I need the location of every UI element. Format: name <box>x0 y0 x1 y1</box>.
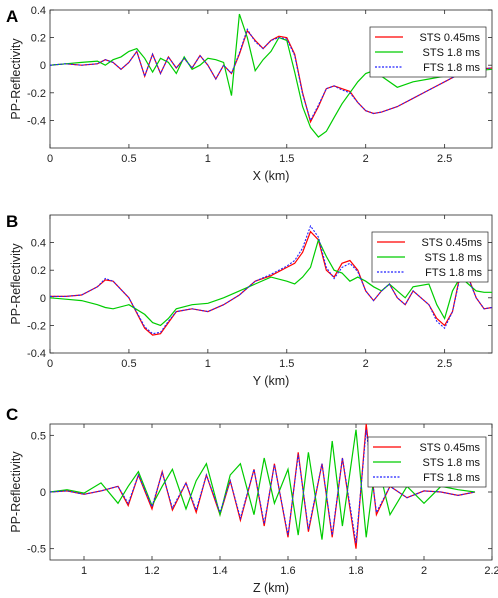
x-axis-label: Z (km) <box>253 581 289 595</box>
y-tick-label: 0.4 <box>31 5 46 17</box>
x-tick-label: 0.5 <box>121 358 136 370</box>
series-line-2 <box>50 238 492 327</box>
panel-label: A <box>6 7 18 26</box>
panel-label: B <box>6 212 18 231</box>
x-tick-label: 1.5 <box>279 153 294 165</box>
chart-panel-B: B 0 0.5 1 1.5 2 2.5 -0.4 -0.2 0 0.2 0.4 Y (km) PP-Ref… <box>6 212 493 388</box>
legend-label: STS 0.45ms <box>419 32 480 44</box>
x-tick-label: 1.8 <box>348 565 363 577</box>
x-tick-label: 2 <box>363 153 369 165</box>
x-tick-label: 0 <box>47 153 53 165</box>
series-line-1 <box>50 230 492 336</box>
legend: STS 0.45ms STS 1.8 ms FTS 1.8 ms <box>369 26 487 78</box>
y-axis-label: PP-Reflectivity <box>9 243 23 325</box>
legend-label: STS 0.45ms <box>419 442 480 454</box>
x-tick-label: 1.4 <box>212 565 227 577</box>
x-tick-label: 2 <box>421 565 427 577</box>
x-tick-label: 2.5 <box>437 153 452 165</box>
x-tick-label: 1.5 <box>279 358 294 370</box>
y-tick-label: 0.4 <box>31 238 46 250</box>
y-tick-label: 0.5 <box>31 430 46 442</box>
y-axis-label: PP-Reflectivity <box>9 451 23 533</box>
y-axis-label: PP-Reflectivity <box>9 38 23 120</box>
x-axis-label: Y (km) <box>253 374 290 388</box>
chart-panel-A: A 0 0.5 1 1.5 2 2.5 -0.4 -0.2 0 0.2 0.4 X (km) PP-Ref… <box>6 5 493 183</box>
x-axis-label: X (km) <box>253 169 290 183</box>
x-tick-label: 2.5 <box>437 358 452 370</box>
legend: STS 0.45ms STS 1.8 ms FTS 1.8 ms <box>367 436 487 488</box>
y-tick-label: -0.4 <box>27 115 46 127</box>
x-tick-label: 2.2 <box>484 565 498 577</box>
panel-label: C <box>6 405 18 424</box>
legend-label: STS 1.8 ms <box>423 47 481 59</box>
x-tick-label: 1.2 <box>144 565 159 577</box>
legend-label: STS 1.8 ms <box>425 252 483 264</box>
chart-panel-C: C 1 1.2 1.4 1.6 1.8 2 2.2 -0.5 0 0.5 Z (km) PP-Refle… <box>6 405 498 595</box>
y-tick-label: 0 <box>40 487 46 499</box>
legend-label: FTS 1.8 ms <box>425 267 482 279</box>
legend-box <box>367 436 487 488</box>
y-tick-label: 0 <box>40 60 46 72</box>
y-tick-label: -0.4 <box>27 348 46 360</box>
x-tick-label: 1.6 <box>280 565 295 577</box>
series-line-3 <box>50 28 492 122</box>
y-tick-label: 0.2 <box>31 265 46 277</box>
series-line-3 <box>50 429 476 544</box>
x-tick-label: 1 <box>205 358 211 370</box>
legend-label: STS 0.45ms <box>421 237 482 249</box>
x-tick-label: 1 <box>205 153 211 165</box>
x-tick-label: 0 <box>47 358 53 370</box>
y-tick-label: 0.2 <box>31 33 46 45</box>
legend: STS 0.45ms STS 1.8 ms FTS 1.8 ms <box>371 231 489 283</box>
y-tick-label: -0.5 <box>27 544 46 556</box>
legend-label: FTS 1.8 ms <box>423 62 480 74</box>
y-tick-label: -0.2 <box>27 88 46 100</box>
y-tick-label: 0 <box>40 293 46 305</box>
x-tick-label: 1 <box>81 565 87 577</box>
series-line-3 <box>50 224 492 335</box>
x-tick-label: 2 <box>363 358 369 370</box>
y-tick-label: -0.2 <box>27 320 46 332</box>
legend-label: FTS 1.8 ms <box>423 472 480 484</box>
legend-label: STS 1.8 ms <box>423 457 481 469</box>
x-tick-label: 0.5 <box>121 153 136 165</box>
